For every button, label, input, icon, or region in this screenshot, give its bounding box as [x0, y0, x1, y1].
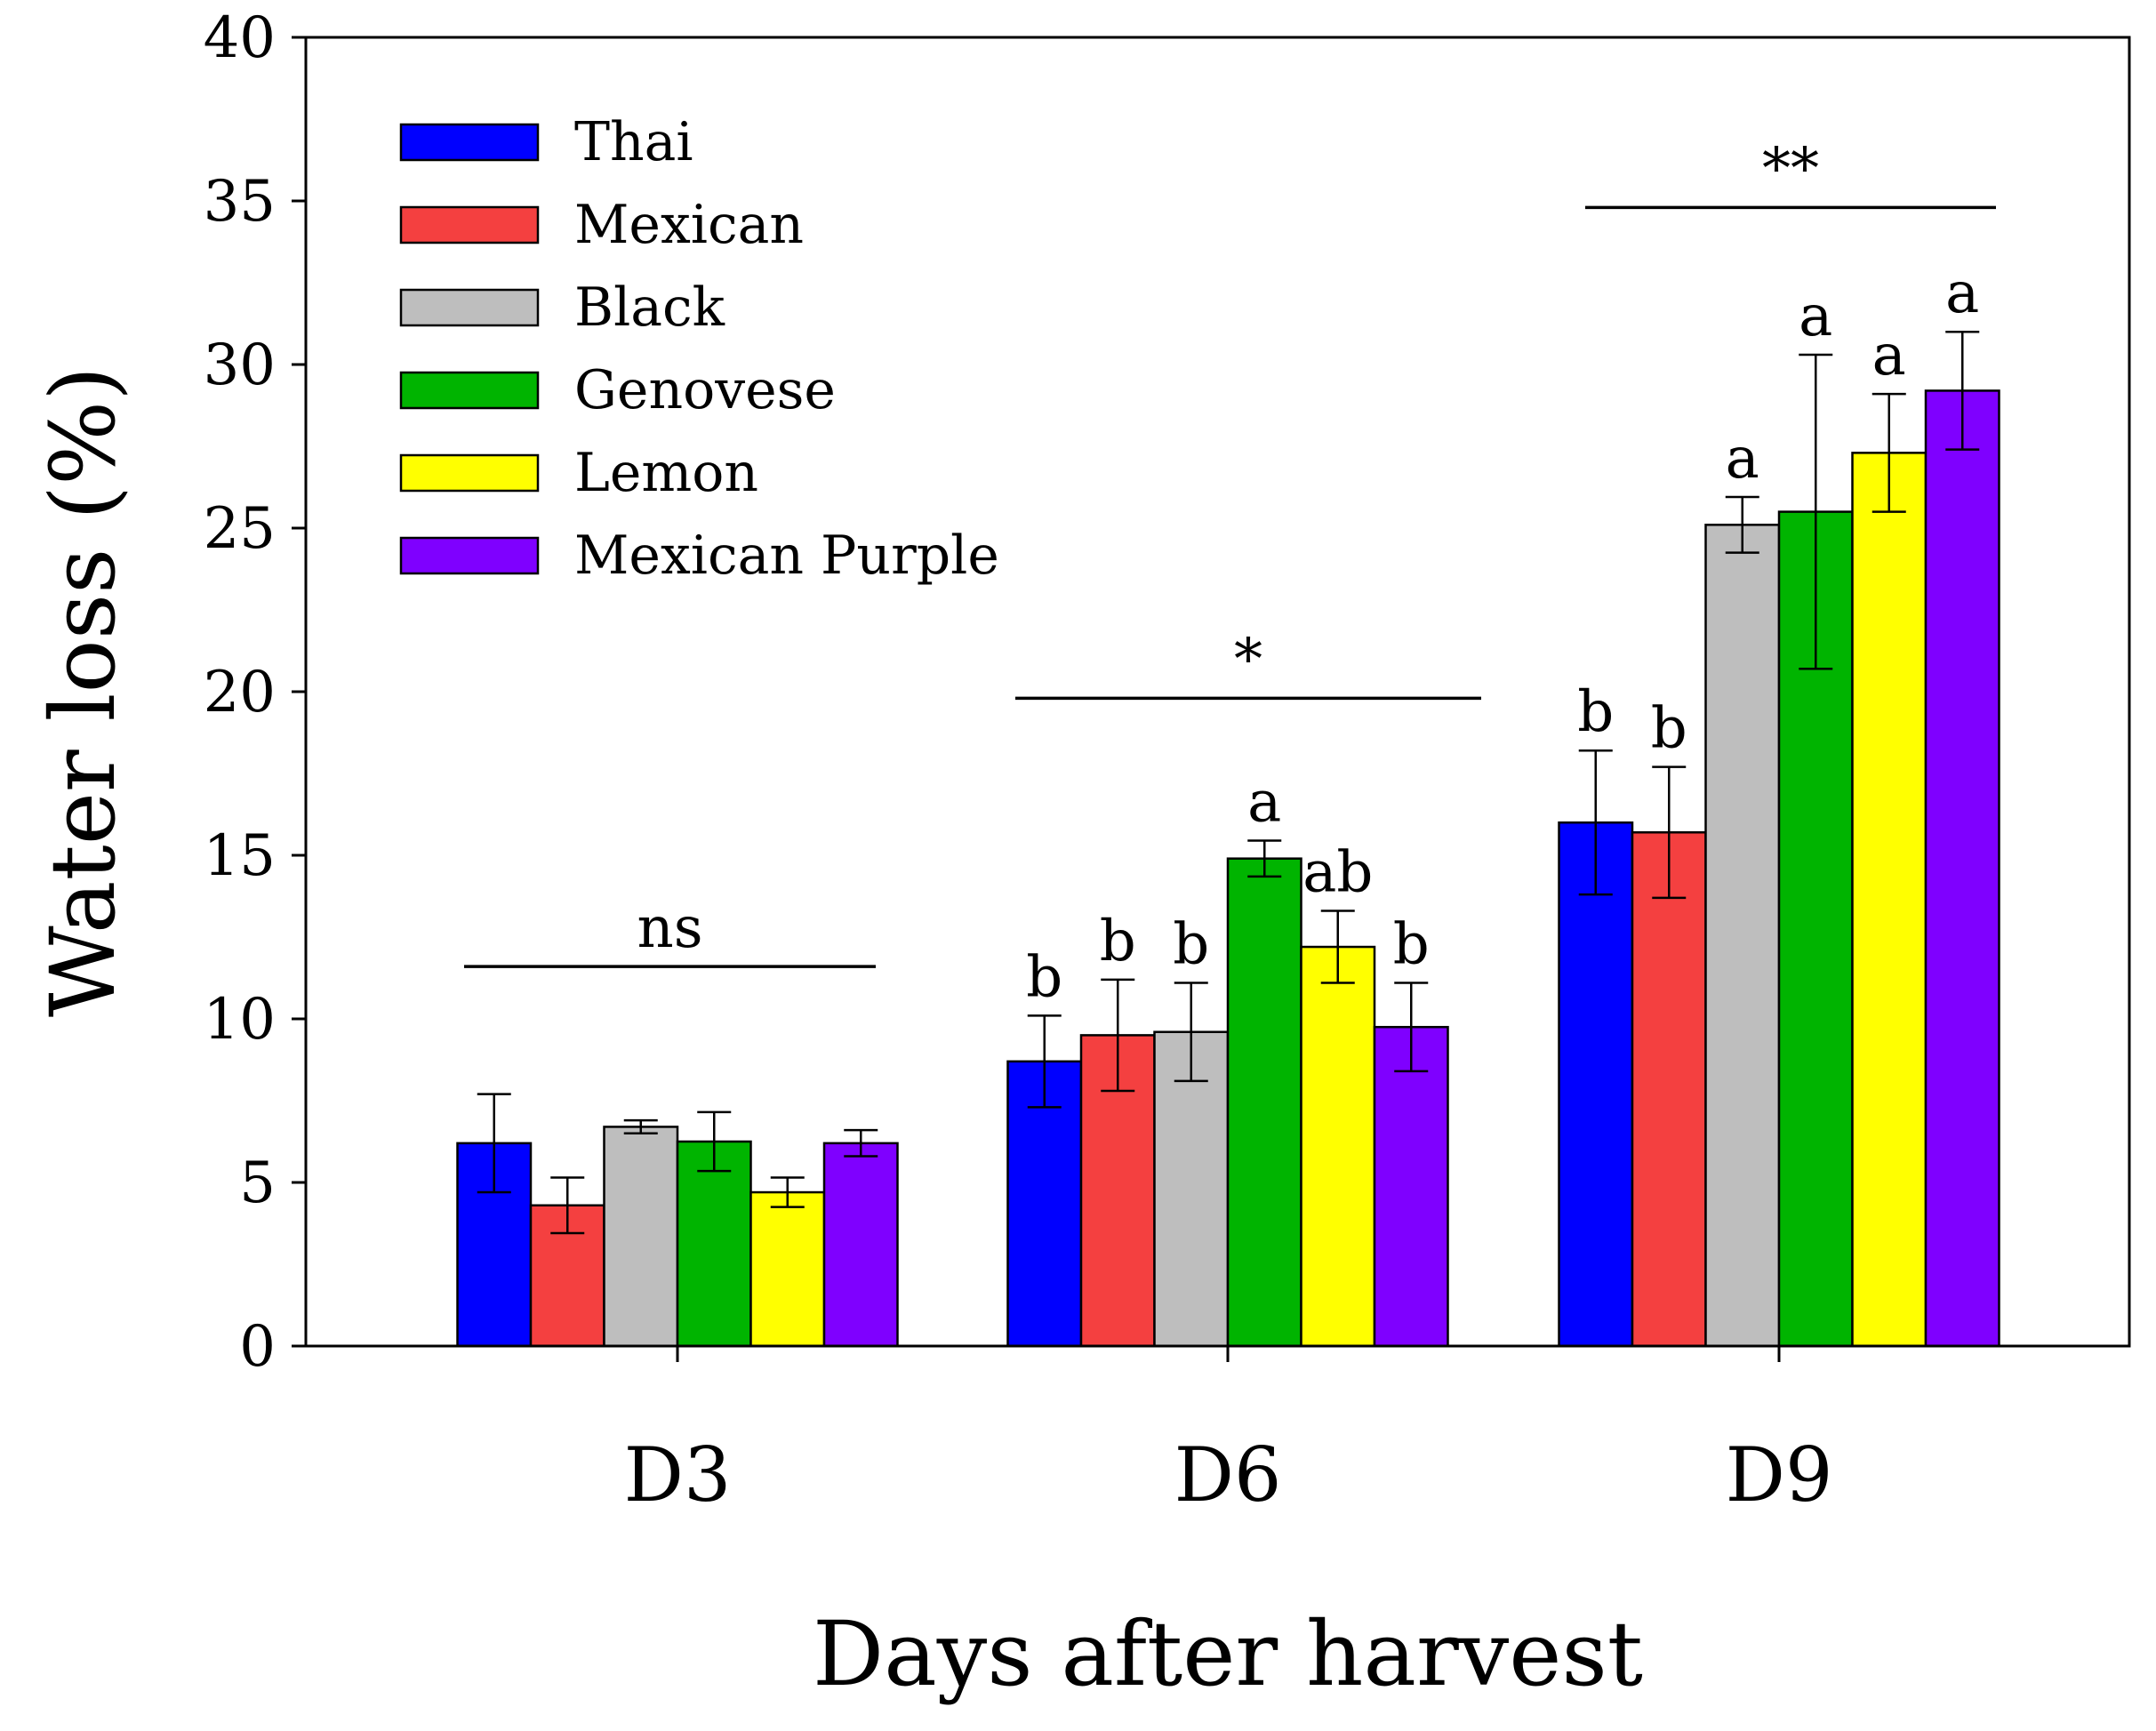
error-bar-d3-thai	[477, 1093, 511, 1194]
bar-d9-lemon	[1851, 452, 1928, 1348]
significance-label-d9: **	[1762, 136, 1819, 202]
legend-swatch-mexican-purple	[399, 536, 540, 575]
bar-d3-lemon	[749, 1190, 826, 1348]
bar-d3-mexican-purple	[822, 1142, 899, 1348]
legend-swatch-thai	[399, 123, 540, 162]
legend-label-black: Black	[574, 276, 725, 339]
error-bar-d3-black	[623, 1118, 658, 1135]
bar-d6-mexican-purple	[1373, 1025, 1449, 1348]
error-bar-d6-mexican	[1101, 978, 1135, 1093]
error-bar-d9-black	[1725, 495, 1759, 554]
legend-label-genovese: Genovese	[574, 359, 836, 421]
error-bar-d9-genovese	[1799, 353, 1833, 670]
bar-d9-thai	[1558, 821, 1634, 1348]
error-bar-d3-mexican	[550, 1176, 585, 1235]
y-axis: 0 5 10 15 20 25 30 35 40	[204, 5, 306, 1380]
legend-label-thai: Thai	[574, 111, 693, 173]
bars-layer	[456, 389, 2000, 1348]
bar-d6-lemon	[1300, 945, 1376, 1348]
significance-label-d6: *	[1234, 627, 1262, 693]
error-bar-d3-genovese	[697, 1110, 732, 1173]
bar-d6-genovese	[1226, 857, 1302, 1348]
legend-label-lemon: Lemon	[574, 442, 758, 504]
letter-d6-lemon: ab	[1302, 840, 1373, 906]
x-tick-label-d6: D6	[1174, 1431, 1282, 1519]
error-bar-d6-black	[1174, 982, 1208, 1083]
letter-d6-black: b	[1173, 912, 1209, 978]
legend-swatch-genovese	[399, 371, 540, 410]
legend-swatch-mexican	[399, 205, 540, 244]
y-tick-label-30: 30	[204, 333, 276, 398]
legend-item-mexican: Mexican	[399, 194, 804, 256]
y-tick-label-10: 10	[204, 987, 276, 1053]
y-tick-label-5: 5	[239, 1150, 276, 1216]
legend-swatch-black	[399, 288, 540, 327]
letter-d9-black: a	[1726, 426, 1759, 492]
error-bar-d9-thai	[1578, 749, 1613, 896]
legend-item-genovese: Genovese	[399, 359, 836, 421]
y-tick-label-40: 40	[204, 5, 276, 71]
legend-item-lemon: Lemon	[399, 442, 758, 504]
error-bar-d6-mexican-purple	[1394, 982, 1429, 1073]
y-tick-label-35: 35	[204, 169, 276, 235]
x-tick-label-d9: D9	[1726, 1431, 1833, 1519]
bar-d9-mexican-purple	[1924, 389, 2000, 1348]
x-axis-title: Days after harvest	[813, 1602, 1643, 1706]
legend-item-mexican-purple: Mexican Purple	[399, 525, 999, 587]
bar-d3-black	[603, 1126, 679, 1348]
legend-swatch-lemon	[399, 453, 540, 493]
letter-d6-mexican: b	[1100, 909, 1136, 974]
y-tick-label-15: 15	[204, 823, 276, 889]
y-tick-label-20: 20	[204, 660, 276, 725]
error-bar-d3-mexican-purple	[844, 1128, 878, 1158]
y-tick-label-0: 0	[239, 1314, 276, 1380]
letter-d9-lemon: a	[1872, 323, 1906, 389]
error-bar-d6-lemon	[1320, 910, 1355, 984]
legend-item-thai: Thai	[399, 111, 693, 173]
error-bar-d9-mexican-purple	[1945, 330, 1980, 451]
error-bar-d6-thai	[1027, 1014, 1062, 1109]
bar-d3-genovese	[676, 1140, 752, 1348]
letter-d9-thai: b	[1577, 679, 1614, 745]
letter-d9-mexican: b	[1651, 696, 1687, 762]
error-bar-d6-genovese	[1247, 839, 1282, 878]
error-bars-layer	[477, 330, 1980, 1235]
significance-label-d3: ns	[637, 895, 702, 961]
letter-d9-genovese: a	[1799, 284, 1832, 349]
x-tick-label-d3: D3	[624, 1431, 732, 1519]
error-bar-d9-mexican	[1652, 765, 1687, 900]
letter-d6-thai: b	[1026, 944, 1062, 1010]
letter-d9-mexican-purple: a	[1945, 260, 1979, 326]
letter-d6-mexican-purple: b	[1393, 912, 1430, 978]
y-tick-label-25: 25	[204, 496, 276, 562]
error-bar-d9-lemon	[1871, 392, 1906, 513]
legend-label-mexican-purple: Mexican Purple	[574, 525, 999, 587]
error-bar-d3-lemon	[770, 1176, 805, 1208]
y-axis-title: Water loss (%)	[31, 366, 135, 1017]
bar-d9-mexican	[1631, 830, 1707, 1348]
group-significance-layer: ns***	[464, 136, 1996, 968]
legend: Thai Mexican Black Genovese Lemon Mexican Pur…	[399, 111, 999, 587]
legend-item-black: Black	[399, 276, 725, 339]
legend-label-mexican: Mexican	[574, 194, 804, 256]
letter-d6-genovese: a	[1247, 769, 1281, 835]
bar-d9-black	[1704, 524, 1781, 1348]
x-axis: D3 D6 D9	[624, 1346, 1833, 1519]
